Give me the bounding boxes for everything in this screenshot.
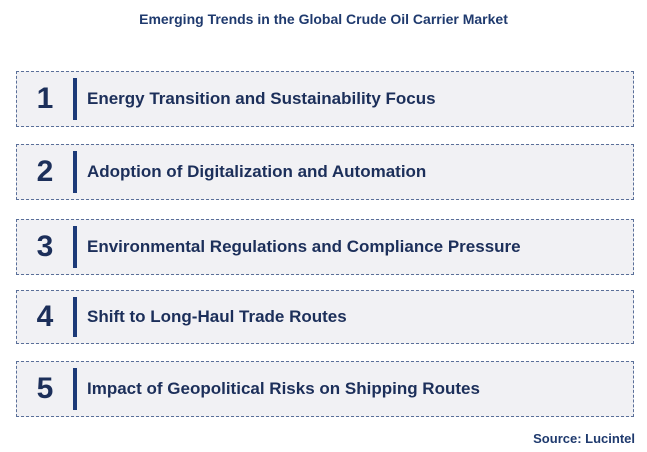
trend-label: Shift to Long-Haul Trade Routes [87, 307, 347, 326]
trend-label: Environmental Regulations and Compliance… [87, 237, 521, 256]
trend-number: 5 [36, 372, 54, 405]
trend-item-1: 1 Energy Transition and Sustainability F… [16, 71, 634, 127]
trend-label: Adoption of Digitalization and Automatio… [87, 162, 427, 181]
trend-divider [73, 297, 77, 337]
trend-item-4: 4 Shift to Long-Haul Trade Routes [16, 290, 634, 344]
trend-divider [73, 151, 77, 193]
source-credit: Source: Lucintel [533, 431, 635, 446]
trend-divider [73, 368, 77, 410]
trend-label: Energy Transition and Sustainability Foc… [87, 89, 436, 108]
trend-item-2: 2 Adoption of Digitalization and Automat… [16, 144, 634, 200]
trend-item-5: 5 Impact of Geopolitical Risks on Shippi… [16, 361, 634, 417]
trend-divider [73, 78, 77, 120]
trend-item-3: 3 Environmental Regulations and Complian… [16, 219, 634, 275]
diagram-title: Emerging Trends in the Global Crude Oil … [139, 11, 508, 27]
trend-number: 3 [36, 230, 54, 263]
trend-number: 4 [36, 300, 54, 333]
trend-label: Impact of Geopolitical Risks on Shipping… [87, 379, 480, 398]
trend-number: 2 [36, 155, 54, 188]
trend-number: 1 [36, 82, 54, 115]
trend-divider [73, 226, 77, 268]
